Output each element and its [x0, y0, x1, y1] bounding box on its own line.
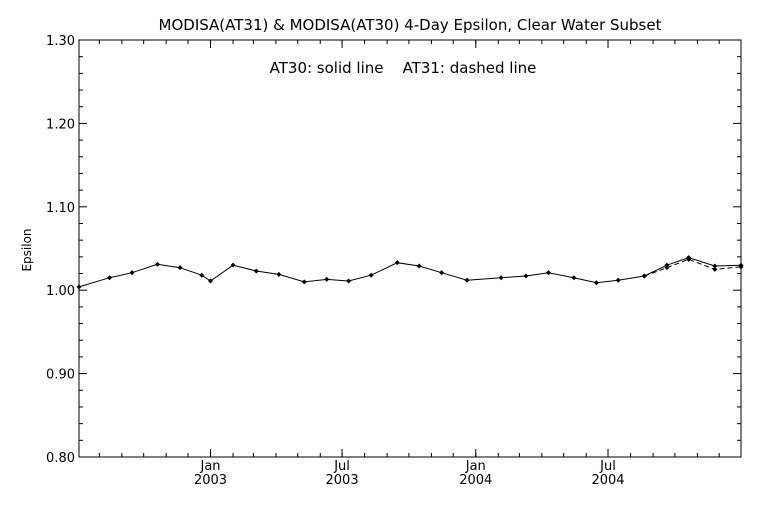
x-tick-month: Jan: [200, 459, 221, 474]
x-tick-year: 2003: [194, 473, 227, 488]
data-point-at30: [208, 278, 214, 284]
data-point-at30: [664, 262, 670, 268]
data-point-at30: [324, 276, 330, 282]
plot-frame: [78, 39, 742, 458]
y-tick-label: 0.90: [46, 368, 75, 383]
data-point-at30: [107, 275, 113, 281]
series-layer: [76, 255, 744, 290]
series-line-at30: [78, 257, 742, 288]
line-style-note: AT30: solid line AT31: dashed line: [270, 59, 537, 77]
data-point-at30: [253, 268, 259, 274]
x-tick-month: Jul: [599, 459, 616, 474]
y-tick-label: 0.80: [46, 451, 75, 466]
data-point-at31: [738, 264, 744, 270]
data-point-at30: [301, 279, 307, 285]
series-line-at31: [644, 258, 742, 277]
data-point-at30: [394, 260, 400, 266]
data-point-at30: [571, 275, 577, 281]
data-point-at30: [593, 280, 599, 286]
x-tick-month: Jan: [465, 459, 486, 474]
data-point-at30: [368, 272, 374, 278]
data-point-at31: [641, 273, 647, 279]
axes: 0.800.901.001.101.201.30Jan2003Jul2003Ja…: [46, 34, 741, 488]
data-point-at31: [664, 265, 670, 271]
data-point-at30: [129, 270, 135, 276]
data-point-at30: [416, 263, 422, 269]
data-point-at30: [346, 278, 352, 284]
data-point-at30: [712, 263, 718, 269]
y-tick-label: 1.10: [46, 201, 75, 216]
y-tick-label: 1.30: [46, 34, 75, 49]
data-point-at30: [76, 284, 82, 290]
x-tick-year: 2003: [326, 473, 359, 488]
data-point-at30: [464, 277, 470, 283]
data-point-at30: [199, 272, 205, 278]
y-axis-label: Epsilon: [20, 228, 34, 271]
data-point-at30: [276, 271, 282, 277]
x-tick-year: 2004: [591, 473, 624, 488]
data-point-at30: [523, 273, 529, 279]
data-point-at30: [439, 270, 445, 276]
y-tick-label: 1.00: [46, 284, 75, 299]
data-point-at30: [498, 275, 504, 281]
data-point-at30: [154, 261, 160, 267]
data-point-at31: [686, 256, 692, 262]
x-tick-month: Jul: [333, 459, 350, 474]
data-point-at30: [615, 277, 621, 283]
chart-title: MODISA(AT31) & MODISA(AT30) 4-Day Epsilo…: [159, 16, 662, 34]
data-point-at30: [177, 265, 183, 271]
data-point-at30: [230, 262, 236, 268]
y-tick-label: 1.20: [46, 117, 75, 132]
data-point-at30: [545, 270, 551, 276]
x-tick-year: 2004: [459, 473, 492, 488]
data-point-at31: [712, 266, 718, 272]
